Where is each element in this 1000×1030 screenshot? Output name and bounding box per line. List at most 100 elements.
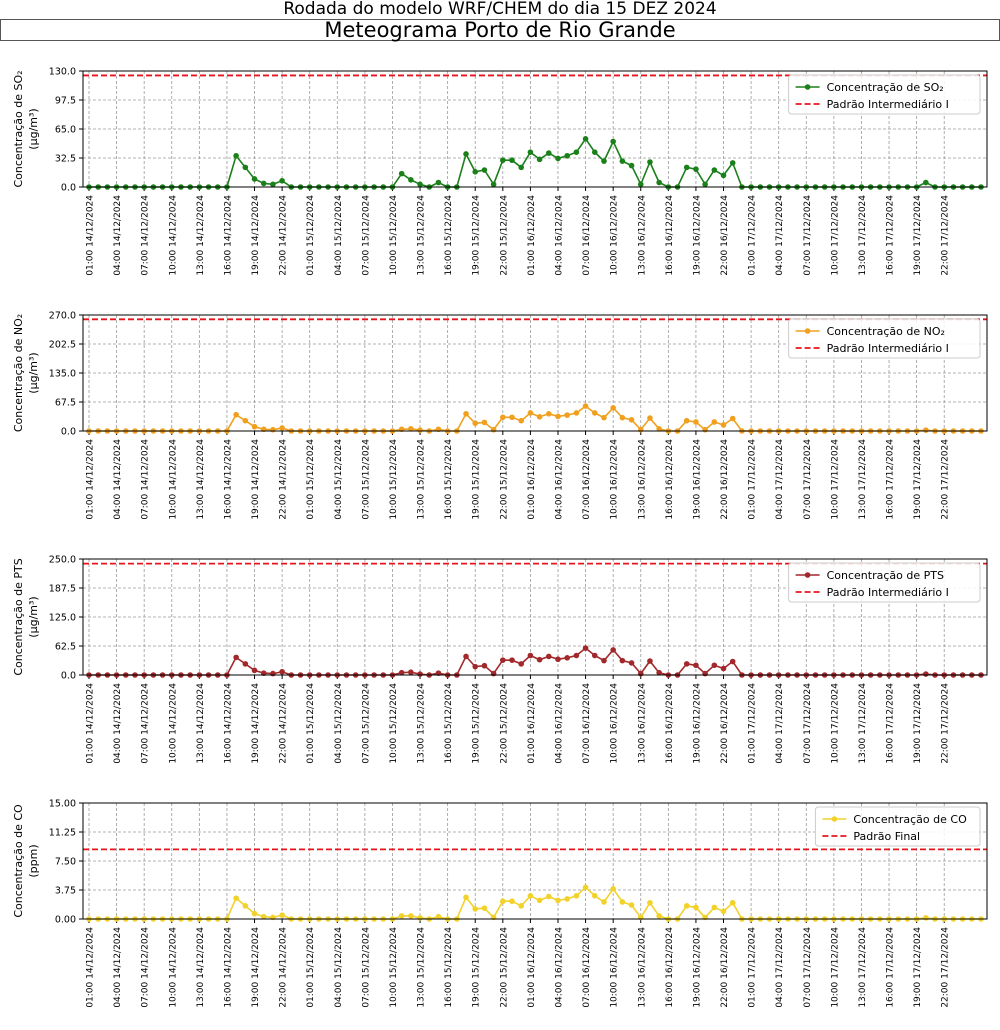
pts-data-point bbox=[500, 657, 506, 663]
no2-data-point bbox=[500, 414, 506, 421]
so2-xtick-label: 01:00 15/12/2024 bbox=[306, 195, 316, 276]
pts-xtick-label: 04:00 17/12/2024 bbox=[775, 683, 785, 764]
pts-ytick-label: 187.5 bbox=[49, 584, 76, 595]
no2-ytick-label: 0.0 bbox=[61, 427, 76, 438]
so2-yunit-label: (μg/m³) bbox=[27, 108, 40, 149]
so2-xtick-label: 19:00 16/12/2024 bbox=[692, 195, 702, 276]
so2-xtick-label: 13:00 14/12/2024 bbox=[196, 195, 206, 276]
pts-xtick-label: 13:00 17/12/2024 bbox=[858, 683, 868, 764]
no2-data-point bbox=[463, 411, 469, 417]
so2-xtick-label: 19:00 15/12/2024 bbox=[472, 195, 482, 276]
so2-data-point bbox=[408, 177, 414, 183]
co-ylabel: Concentração de CO bbox=[12, 804, 25, 918]
no2-xtick-label: 22:00 14/12/2024 bbox=[279, 439, 289, 520]
no2-data-point bbox=[270, 426, 276, 433]
no2-legend-series-marker bbox=[804, 328, 811, 334]
so2-xtick-label: 04:00 16/12/2024 bbox=[554, 195, 564, 276]
so2-data-point bbox=[260, 180, 267, 187]
pts-xtick-label: 19:00 14/12/2024 bbox=[251, 683, 261, 764]
no2-data-point bbox=[702, 426, 708, 433]
no2-legend-threshold-label: Padrão Intermediário I bbox=[827, 342, 949, 355]
no2-xtick-label: 19:00 16/12/2024 bbox=[692, 439, 702, 520]
pts-data-point bbox=[564, 655, 570, 661]
so2-xtick-label: 22:00 16/12/2024 bbox=[720, 195, 730, 276]
pts-ytick-label: 125.0 bbox=[49, 613, 76, 624]
pts-data-point bbox=[233, 654, 239, 661]
so2-xtick-label: 16:00 17/12/2024 bbox=[886, 195, 896, 276]
pts-xtick-label: 16:00 17/12/2024 bbox=[886, 683, 896, 764]
no2-xtick-label: 01:00 16/12/2024 bbox=[527, 439, 537, 520]
co-xtick-label: 22:00 16/12/2024 bbox=[720, 927, 730, 1008]
co-plot-frame bbox=[82, 802, 988, 920]
co-data-point bbox=[628, 902, 635, 908]
no2-ytick-label: 270.0 bbox=[49, 311, 76, 322]
co-data-point bbox=[435, 913, 442, 920]
co-data-point bbox=[463, 894, 469, 901]
pts-legend: Concentração de PTS Padrão Intermediário … bbox=[788, 562, 981, 603]
so2-data-point bbox=[518, 164, 525, 171]
no2-xtick-label: 16:00 16/12/2024 bbox=[665, 439, 675, 520]
no2-xtick-label: 07:00 17/12/2024 bbox=[803, 439, 813, 520]
so2-xtick-label: 22:00 15/12/2024 bbox=[499, 195, 509, 276]
so2-panel: 0.0 32.5 65.0 97.5 130.0 01:00 14/12/2024 04:0… bbox=[12, 67, 988, 276]
pts-xtick-label: 22:00 17/12/2024 bbox=[941, 683, 951, 764]
pts-data-point bbox=[573, 652, 580, 659]
co-xtick-label: 10:00 14/12/2024 bbox=[168, 927, 178, 1008]
co-xtick-label: 22:00 15/12/2024 bbox=[499, 927, 509, 1008]
so2-data-point bbox=[720, 172, 727, 179]
pts-data-point bbox=[463, 653, 469, 660]
pts-xtick-label: 19:00 17/12/2024 bbox=[913, 683, 923, 764]
so2-xtick-label: 07:00 14/12/2024 bbox=[141, 195, 151, 276]
co-data-point bbox=[545, 893, 552, 900]
so2-xtick-label: 07:00 17/12/2024 bbox=[803, 195, 813, 276]
pts-data-point bbox=[251, 667, 258, 674]
pts-data-point bbox=[527, 652, 534, 659]
so2-data-point bbox=[610, 138, 616, 145]
no2-xtick-label: 13:00 14/12/2024 bbox=[196, 439, 206, 520]
co-data-point bbox=[408, 913, 414, 919]
no2-xtick-label: 19:00 14/12/2024 bbox=[251, 439, 261, 520]
so2-xtick-label: 04:00 15/12/2024 bbox=[334, 195, 344, 276]
co-data-point bbox=[555, 897, 561, 904]
co-data-point bbox=[564, 896, 570, 902]
no2-xtick-label: 04:00 17/12/2024 bbox=[775, 439, 785, 520]
no2-ytick-label: 67.5 bbox=[55, 398, 76, 409]
pts-xtick-label: 01:00 17/12/2024 bbox=[748, 683, 758, 764]
pts-data-point bbox=[582, 645, 589, 651]
so2-ylabel: Concentração de SO₂ bbox=[12, 70, 25, 187]
pts-yunit-label: (μg/m³) bbox=[27, 596, 40, 637]
co-legend-series-marker bbox=[831, 816, 838, 822]
co-data-point bbox=[536, 897, 543, 904]
co-data-point bbox=[729, 899, 736, 906]
no2-data-point bbox=[582, 403, 589, 409]
pts-data-point bbox=[683, 661, 690, 667]
pts-plot-frame bbox=[82, 558, 988, 676]
pts-xtick-label: 19:00 16/12/2024 bbox=[692, 683, 702, 764]
co-xtick-label: 16:00 16/12/2024 bbox=[665, 927, 675, 1008]
no2-data-point bbox=[610, 405, 616, 411]
pts-data-point bbox=[647, 658, 653, 664]
pts-xtick-label: 10:00 17/12/2024 bbox=[830, 683, 840, 764]
no2-data-point bbox=[729, 415, 736, 422]
co-ytick-label: 7.50 bbox=[55, 857, 76, 868]
co-xtick-label: 07:00 16/12/2024 bbox=[582, 927, 592, 1008]
so2-plot-frame bbox=[82, 70, 988, 188]
chart-suptitle: Rodada do modelo WRF/CHEM do dia 15 DEZ … bbox=[283, 0, 717, 19]
no2-data-point bbox=[711, 419, 718, 425]
so2-xtick-label: 01:00 16/12/2024 bbox=[527, 195, 537, 276]
co-data-point bbox=[601, 899, 607, 905]
no2-xtick-label: 22:00 16/12/2024 bbox=[720, 439, 730, 520]
co-data-point bbox=[251, 910, 258, 917]
no2-xtick-label: 04:00 15/12/2024 bbox=[334, 439, 344, 520]
pts-data-point bbox=[619, 657, 626, 664]
co-data-point bbox=[923, 915, 929, 921]
pts-xtick-label: 04:00 15/12/2024 bbox=[334, 683, 344, 764]
pts-data-point bbox=[637, 670, 644, 677]
pts-data-point bbox=[729, 658, 736, 665]
co-legend-series-label: Concentração de CO bbox=[853, 813, 967, 826]
co-xtick-label: 10:00 15/12/2024 bbox=[389, 927, 399, 1008]
no2-data-point bbox=[647, 415, 653, 421]
co-xtick-label: 01:00 17/12/2024 bbox=[748, 927, 758, 1008]
so2-xtick-label: 19:00 17/12/2024 bbox=[913, 195, 923, 276]
co-xtick-label: 19:00 16/12/2024 bbox=[692, 927, 702, 1008]
